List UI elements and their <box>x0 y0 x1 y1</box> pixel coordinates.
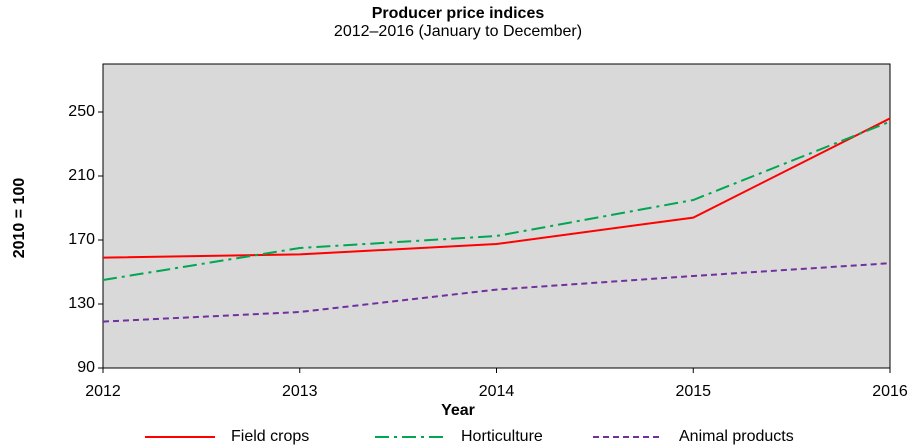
y-tick-label: 130 <box>68 295 95 312</box>
y-tick-label: 90 <box>77 359 95 376</box>
x-tick-label: 2014 <box>479 383 515 400</box>
series-line <box>102 120 891 281</box>
series-line <box>102 262 891 323</box>
x-axis-label: Year <box>441 402 475 419</box>
legend-label: Animal products <box>679 428 794 445</box>
x-tick-label: 2013 <box>282 383 318 400</box>
legend-label: Horticulture <box>461 428 543 445</box>
x-tick-label: 2012 <box>85 383 121 400</box>
y-tick-label: 210 <box>68 167 95 184</box>
y-axis-label: 2010 = 100 <box>11 178 28 259</box>
y-tick-label: 170 <box>68 231 95 248</box>
plot-area <box>102 63 891 369</box>
x-tick-label: 2016 <box>872 383 908 400</box>
y-tick-label: 250 <box>68 103 95 120</box>
series-line <box>102 117 891 259</box>
legend-label: Field crops <box>231 428 309 445</box>
x-tick-label: 2015 <box>675 383 711 400</box>
chart-subtitle: 2012–2016 (January to December) <box>334 23 582 40</box>
chart-title: Producer price indices <box>372 5 545 22</box>
